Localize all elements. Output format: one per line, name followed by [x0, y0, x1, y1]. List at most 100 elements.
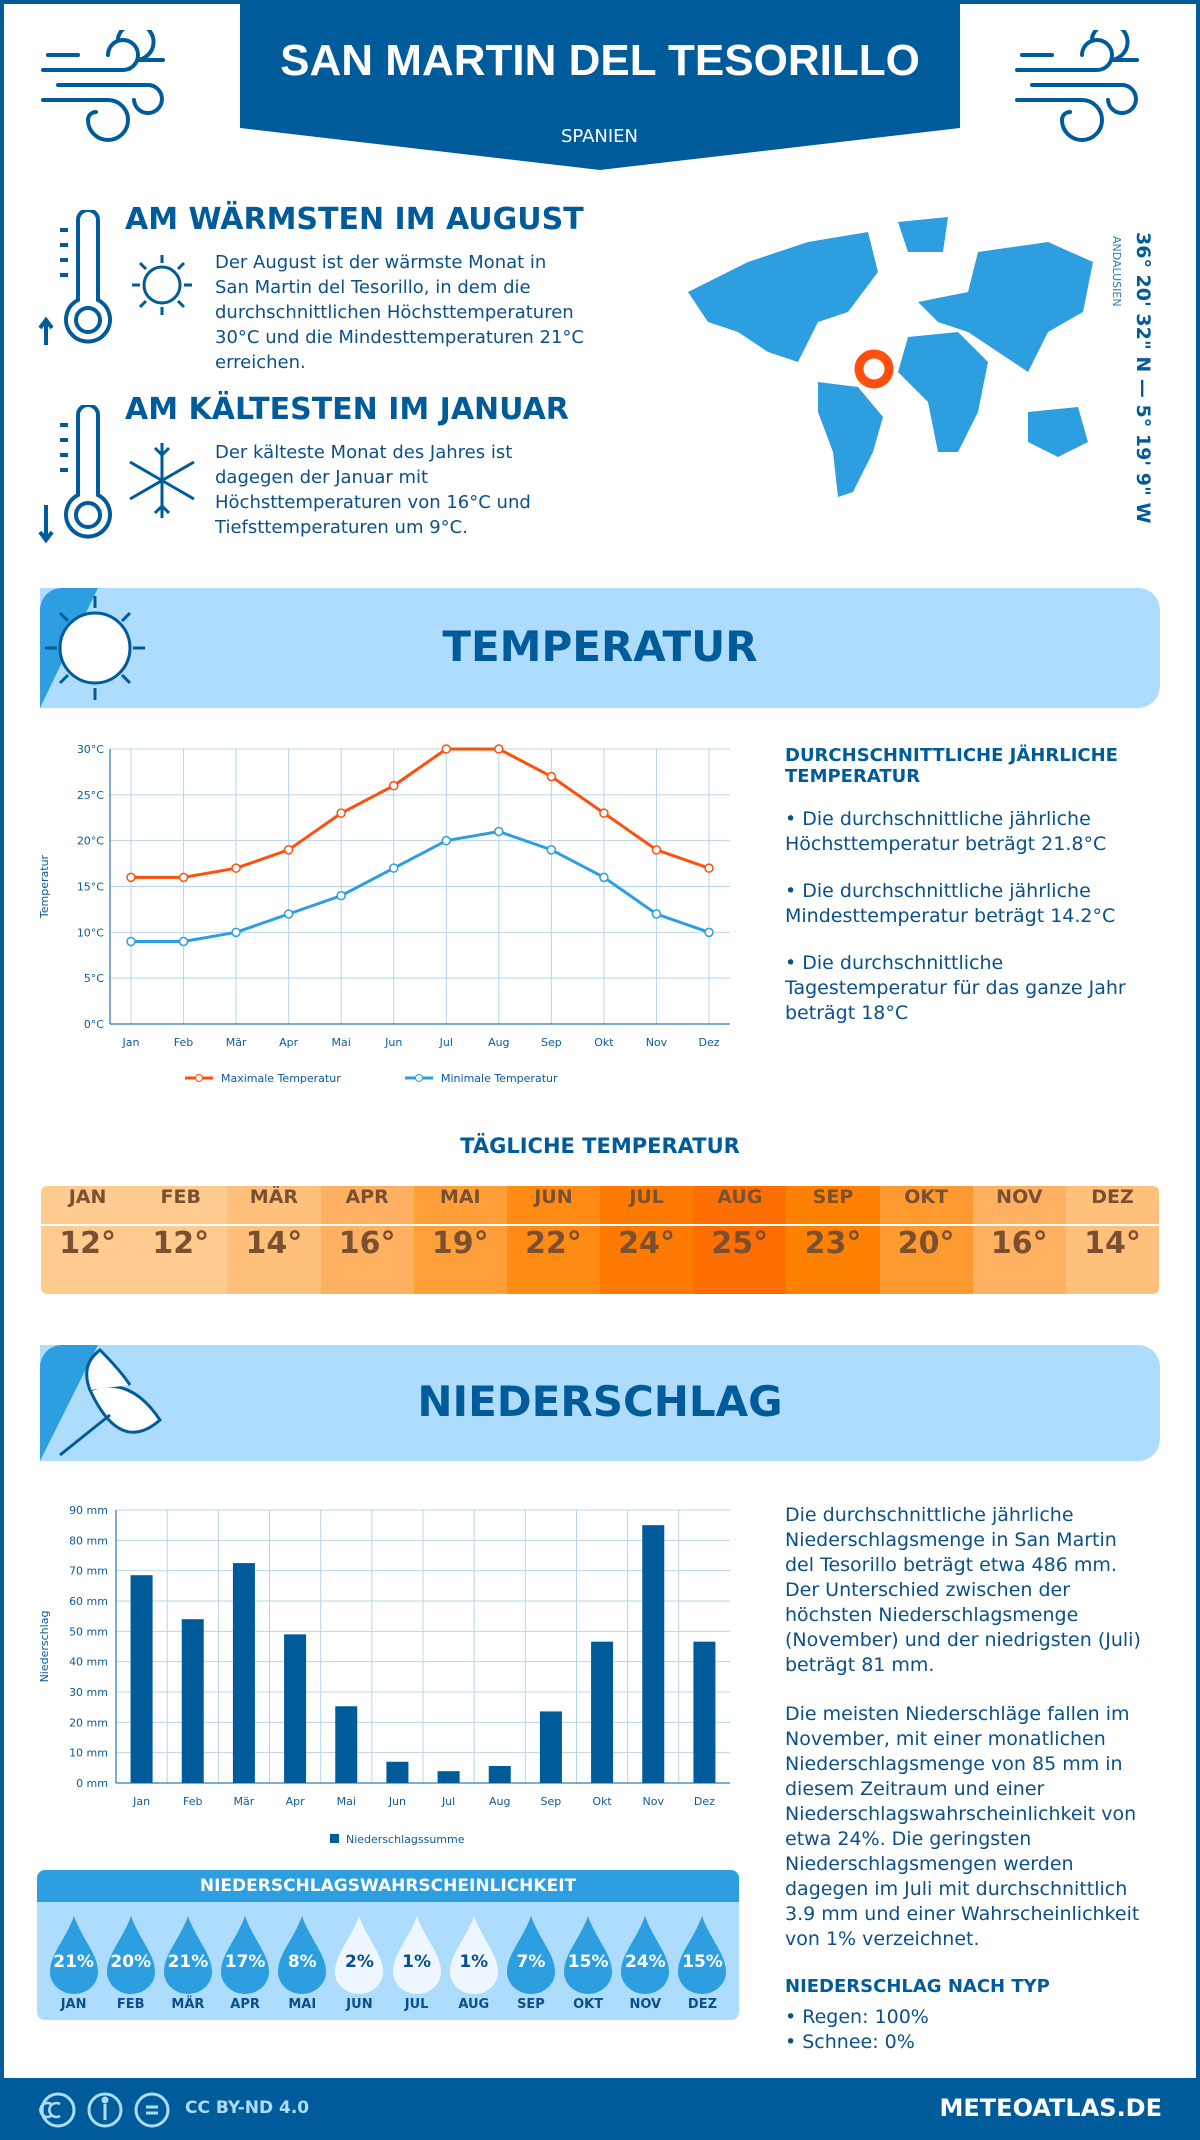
precip-bar: [232, 1563, 255, 1783]
probability-value: 1%: [459, 1952, 489, 1972]
daily-value: 19°: [431, 1226, 489, 1261]
thermometer-down-icon: [38, 405, 112, 544]
legend-marker: [415, 1074, 423, 1082]
raindrop-icon: [392, 1916, 441, 1994]
precip-paragraph-1: Die durchschnittliche jährliche Niedersc…: [785, 1504, 1141, 1676]
precip-bar: [642, 1525, 665, 1783]
daily-temp-column: JUL 24°: [600, 1186, 694, 1294]
probability-drop: 17% APR: [217, 1902, 274, 2020]
legend-marker: [195, 1074, 203, 1082]
precip-type-snow: • Schnee: 0%: [785, 2031, 915, 2053]
probability-drop: 2% JUN: [331, 1902, 388, 2020]
daily-temp-column: JAN 12°: [41, 1186, 135, 1294]
daily-temperature-title: TÄGLICHE TEMPERATUR: [460, 1134, 740, 1158]
x-tick-label: Sep: [541, 1795, 562, 1808]
precip-type-heading: NIEDERSCHLAG NACH TYP: [785, 1976, 1050, 1997]
precip-bar: [591, 1641, 614, 1783]
data-point: [651, 845, 662, 855]
y-tick-label: 40 mm: [69, 1656, 108, 1669]
daily-temp-column: DEZ 14°: [1065, 1186, 1159, 1294]
probability-month: SEP: [517, 1997, 545, 2012]
x-tick-label: Mai: [337, 1795, 356, 1808]
probability-month: APR: [230, 1997, 260, 2012]
y-tick-label: 30 mm: [69, 1686, 108, 1699]
daily-month: MAI: [413, 1186, 507, 1226]
x-tick-label: Okt: [594, 1036, 614, 1049]
precipitation-section-banner: NIEDERSCHLAG: [40, 1345, 1160, 1461]
precipitation-section-title: NIEDERSCHLAG: [417, 1377, 783, 1426]
legend-label: Niederschlagssumme: [346, 1833, 465, 1846]
raindrop-icon: [278, 1916, 327, 1994]
probability-month: MÄR: [171, 1997, 205, 2012]
raindrop-icon: [621, 1916, 670, 1994]
daily-month: JUL: [600, 1186, 694, 1226]
y-tick-label: 10 mm: [69, 1747, 108, 1760]
coldest-title: AM KÄLTESTEN IM JANUAR: [125, 392, 569, 427]
avg-temperature-panel: DURCHSCHNITTLICHE JÄHRLICHE TEMPERATUR •…: [785, 745, 1145, 1026]
probability-drop: 24% NOV: [617, 1902, 674, 2020]
coldest-text: Der kälteste Monat des Jahres ist dagege…: [215, 442, 531, 538]
precip-bar: [437, 1771, 460, 1783]
y-tick-label: 50 mm: [69, 1625, 108, 1638]
daily-value: 23°: [804, 1226, 862, 1261]
y-axis-label: Temperatur: [38, 854, 51, 919]
footer: CC BY-ND 4.0 METEOATLAS.DE: [0, 2078, 1200, 2140]
cc-license-icons: [39, 2092, 170, 2128]
x-tick-label: Feb: [183, 1795, 202, 1808]
data-point: [336, 808, 346, 818]
temperature-section-banner: TEMPERATUR: [40, 588, 1160, 708]
daily-temp-column: JUN 22°: [506, 1186, 601, 1294]
data-point: [599, 808, 609, 818]
probability-drop: 21% JAN: [45, 1902, 102, 2020]
data-point: [283, 845, 294, 855]
x-tick-label: Sep: [541, 1036, 562, 1049]
data-point: [599, 872, 609, 883]
probability-month: NOV: [629, 1997, 662, 2012]
data-point: [231, 863, 241, 873]
x-tick-label: Apr: [286, 1795, 306, 1808]
probability-value: 15%: [682, 1952, 723, 1972]
precip-bar: [693, 1641, 716, 1783]
probability-title: NIEDERSCHLAGSWAHRSCHEINLICHKEIT: [37, 1870, 739, 1902]
data-point: [704, 863, 714, 873]
y-axis-label: Niederschlag: [38, 1611, 51, 1683]
data-point: [231, 927, 241, 938]
y-tick-label: 5°C: [84, 972, 104, 985]
series-line: [131, 829, 710, 943]
precip-bar: [181, 1619, 204, 1783]
daily-month: JAN: [41, 1186, 135, 1226]
precip-type-rain: • Regen: 100%: [785, 2006, 929, 2028]
data-point: [126, 936, 136, 947]
daily-temp-column: OKT 20°: [879, 1186, 973, 1294]
probability-month: FEB: [116, 1997, 145, 2012]
probability-drop: 15% DEZ: [674, 1902, 731, 2020]
precip-bar: [130, 1575, 153, 1783]
raindrop-icon: [564, 1916, 613, 1994]
probability-drop: 21% MÄR: [159, 1902, 216, 2020]
data-point: [336, 890, 346, 901]
probability-month: OKT: [573, 1997, 604, 2012]
y-tick-label: 0 mm: [76, 1777, 108, 1790]
daily-month: APR: [320, 1186, 414, 1226]
y-tick-label: 20 mm: [69, 1716, 108, 1729]
page-title: SAN MARTIN DEL TESORILLO: [280, 36, 920, 85]
y-tick-label: 80 mm: [69, 1534, 108, 1547]
data-point: [546, 845, 557, 855]
x-tick-label: Feb: [174, 1036, 193, 1049]
probability-value: 24%: [624, 1952, 666, 1972]
daily-temp-column: AUG 25°: [693, 1186, 787, 1294]
x-tick-label: Apr: [279, 1036, 299, 1049]
probability-month: MAI: [288, 1997, 317, 2012]
probability-value: 17%: [224, 1952, 266, 1972]
x-tick-label: Mai: [332, 1036, 351, 1049]
probability-month: DEZ: [687, 1997, 718, 2012]
x-tick-label: Okt: [592, 1795, 612, 1808]
license-label[interactable]: CC BY-ND 4.0: [185, 2098, 310, 2118]
probability-value: 15%: [567, 1952, 609, 1972]
site-link[interactable]: METEOATLAS.DE: [939, 2094, 1162, 2122]
precip-bar: [539, 1711, 562, 1783]
probability-month: AUG: [458, 1997, 490, 2012]
coordinates: 36° 20' 32" N — 5° 19' 9" W: [1132, 232, 1154, 524]
region-label: ANDALUSIEN: [1110, 236, 1123, 307]
raindrop-icon: [678, 1916, 727, 1994]
